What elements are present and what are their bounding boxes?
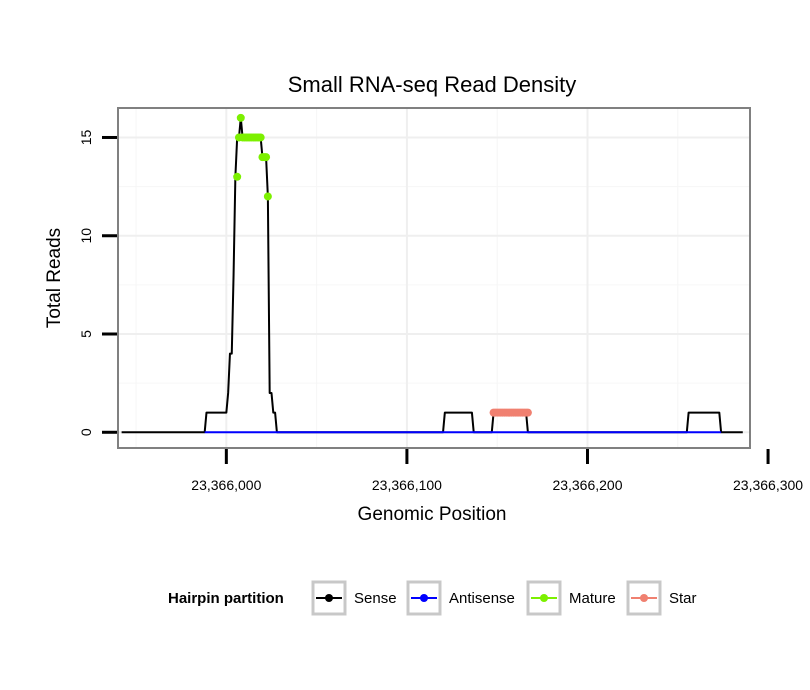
- plot-panel: [117, 107, 751, 449]
- x-tick-label: 23,366,000: [191, 477, 261, 493]
- legend-key-point: [420, 594, 428, 602]
- legend-entries: Sense Antisense Mature Star: [311, 580, 697, 616]
- legend-label-antisense: Antisense: [449, 590, 515, 607]
- data-point-mature: [262, 153, 271, 162]
- legend-label-mature: Mature: [569, 590, 616, 607]
- x-tick-label: 23,366,300: [733, 477, 803, 493]
- y-axis-label: Total Reads: [44, 228, 65, 328]
- legend-title: Hairpin partition: [168, 590, 284, 607]
- data-point-star: [523, 408, 532, 417]
- chart-title: Small RNA-seq Read Density: [288, 72, 577, 97]
- grid: [118, 108, 750, 448]
- legend-key-point: [325, 594, 333, 602]
- series-layer: [121, 113, 743, 434]
- data-point-mature: [233, 172, 242, 181]
- series-line-sense: [121, 116, 743, 434]
- y-axis: 0 5 10 15: [78, 129, 117, 436]
- x-axis-label: Genomic Position: [358, 504, 507, 525]
- legend-key-point: [640, 594, 648, 602]
- y-tick-label: 0: [78, 428, 94, 436]
- legend-label-star: Star: [669, 590, 697, 607]
- x-tick-label: 23,366,100: [372, 477, 442, 493]
- data-point-mature: [263, 192, 272, 201]
- data-point-mature: [256, 133, 265, 142]
- y-tick-label: 10: [78, 228, 94, 244]
- data-point-mature: [236, 113, 245, 122]
- legend: Hairpin partition Sense Antisense Mature St…: [168, 580, 697, 616]
- y-tick-label: 5: [78, 330, 94, 338]
- x-axis: 23,366,000 23,366,100 23,366,200 23,366,300: [191, 449, 803, 493]
- y-tick-label: 15: [78, 129, 94, 145]
- x-tick-label: 23,366,200: [552, 477, 622, 493]
- legend-label-sense: Sense: [354, 590, 397, 607]
- legend-key-point: [540, 594, 548, 602]
